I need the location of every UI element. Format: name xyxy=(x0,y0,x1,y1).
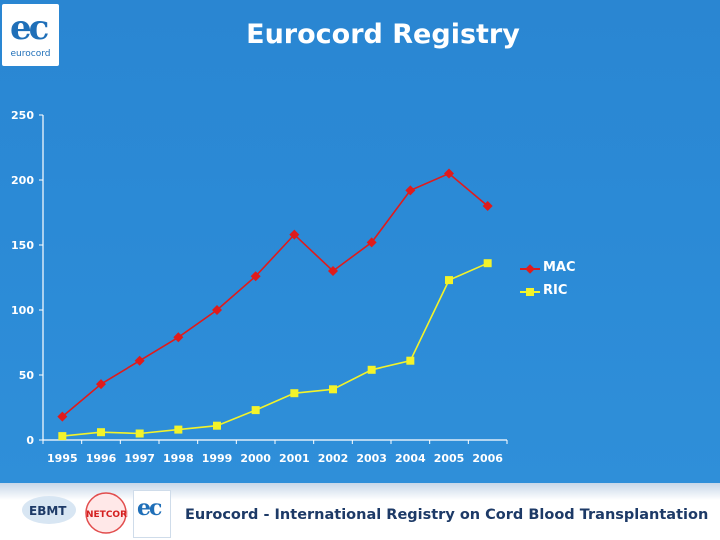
data-point-mac xyxy=(444,168,454,179)
x-tick-label: 2004 xyxy=(395,452,426,465)
legend-label-ric: RIC xyxy=(543,283,568,298)
eurocord-footer-logo-icon: ec xyxy=(133,490,171,538)
data-point-mac xyxy=(173,332,184,343)
slide-background: ec eurocord Eurocord Registry 0 50 100 150 2… xyxy=(0,0,720,483)
footer-banner: EBMT NETCORD ec Eurocord - International… xyxy=(0,483,720,540)
data-point-ric xyxy=(135,429,144,438)
x-tick-label: 1996 xyxy=(86,452,117,465)
data-point-mac xyxy=(482,201,493,211)
footer-text: Eurocord - International Registry on Cor… xyxy=(185,507,709,523)
svg-text:NETCORD: NETCORD xyxy=(86,510,128,520)
x-tick-label: 2006 xyxy=(472,452,503,465)
x-tick-label: 2003 xyxy=(356,452,387,465)
data-point-ric xyxy=(213,421,221,430)
data-point-ric xyxy=(445,276,453,285)
legend-label-mac: MAC xyxy=(543,260,576,275)
data-point-ric xyxy=(174,425,183,434)
x-tick-label: 1997 xyxy=(124,452,155,465)
data-point-mac xyxy=(250,271,261,282)
ebmt-logo-icon: EBMT xyxy=(22,496,76,524)
line-chart: 0 50 100 150 200 250 1995 1996 1997 1998 1999 2000 2… xyxy=(11,109,503,465)
y-tick-label: 0 xyxy=(26,434,34,447)
data-point-mac xyxy=(57,411,68,422)
x-tick-label: 2000 xyxy=(240,452,271,465)
data-point-mac xyxy=(405,185,416,196)
data-point-mac xyxy=(134,355,145,366)
series-line-mac xyxy=(61,172,489,418)
netcord-logo-icon: NETCORD xyxy=(85,492,128,534)
data-point-mac xyxy=(96,379,106,390)
y-tick-label: 150 xyxy=(11,239,34,252)
data-point-ric xyxy=(329,385,337,394)
eurocord-logo: ec eurocord xyxy=(2,4,59,66)
data-point-mac xyxy=(212,305,222,315)
x-tick-label: 1999 xyxy=(202,452,233,465)
data-point-ric xyxy=(58,432,67,441)
data-point-ric xyxy=(406,356,415,365)
page-title: Eurocord Registry xyxy=(246,19,520,50)
y-tick-label: 100 xyxy=(11,304,34,317)
data-point-ric xyxy=(483,259,492,268)
y-tick-label: 200 xyxy=(11,174,34,187)
x-tick-label: 1998 xyxy=(163,452,194,465)
series-line-ric xyxy=(62,262,488,437)
data-point-ric xyxy=(367,365,376,374)
logo-text: eurocord xyxy=(10,49,51,59)
y-tick-label: 250 xyxy=(11,109,34,122)
x-tick-label: 2005 xyxy=(434,452,465,465)
x-tick-label: 2002 xyxy=(318,452,349,465)
data-point-ric xyxy=(97,428,105,437)
ec-logo-icon: ec xyxy=(10,8,49,48)
svg-text:EBMT: EBMT xyxy=(29,504,67,518)
x-tick-label: 2001 xyxy=(279,452,310,465)
x-tick-label: 1995 xyxy=(47,452,78,465)
data-point-ric xyxy=(290,389,299,398)
data-point-ric xyxy=(251,406,260,415)
y-tick-label: 50 xyxy=(19,369,35,382)
data-point-mac xyxy=(366,237,377,248)
data-point-mac xyxy=(328,266,338,276)
data-point-mac xyxy=(289,229,300,240)
square-marker-icon xyxy=(526,288,534,296)
